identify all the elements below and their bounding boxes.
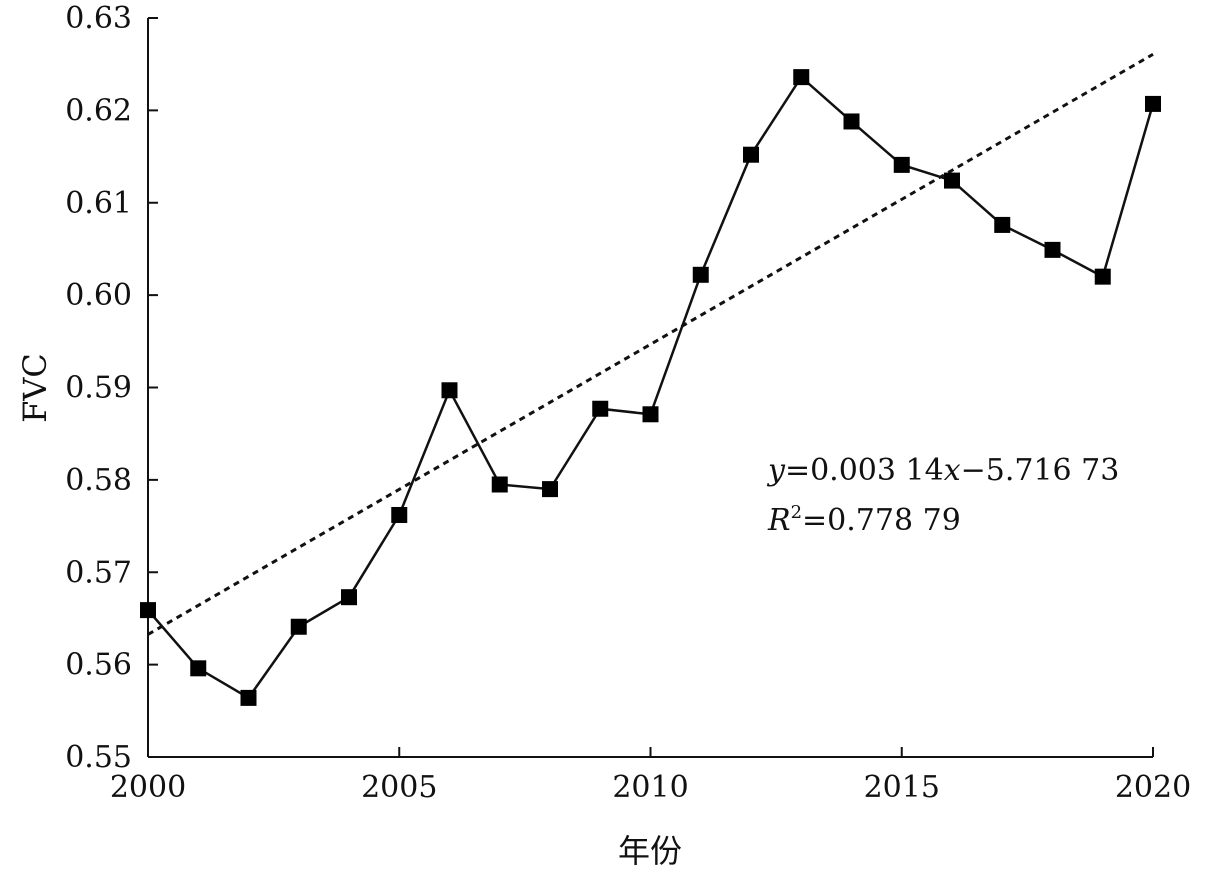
data-point-marker [642, 406, 659, 423]
regression-equation: y=0.003 14x−5.716 73 [766, 453, 1119, 488]
data-point-marker [491, 476, 508, 493]
data-point-marker [441, 382, 458, 399]
data-point-marker [944, 172, 960, 189]
data-point-marker [893, 156, 910, 173]
x-tick-label: 2005 [361, 770, 437, 805]
data-point-marker [843, 113, 860, 130]
data-point-marker [341, 589, 357, 606]
y-tick-label: 0.61 [65, 186, 132, 221]
y-tick-label: 0.55 [65, 740, 132, 775]
y-tick-label: 0.60 [65, 278, 132, 313]
y-tick-label: 0.62 [65, 93, 132, 128]
eq-y: y [766, 453, 786, 488]
data-point-marker [542, 481, 558, 498]
data-point-marker [290, 618, 307, 635]
data-point-marker [1094, 268, 1111, 285]
eq-fit: =0.003 14 [785, 453, 944, 488]
y-tick-label: 0.57 [65, 555, 132, 590]
y-tick-label: 0.63 [65, 1, 132, 36]
data-point-marker [743, 146, 759, 163]
eq-rest: −5.716 73 [961, 453, 1120, 488]
x-tick-label: 2010 [612, 770, 688, 805]
r2-sup: 2 [791, 502, 802, 523]
data-point-marker [391, 506, 408, 523]
data-point-marker [1145, 95, 1161, 112]
x-axis-title: 年份 [618, 832, 682, 870]
data-point-marker [793, 69, 810, 86]
data-point-marker [1044, 241, 1061, 258]
data-point-marker [592, 400, 609, 417]
x-ticks: 2000 2005 2010 2015 2020 [110, 747, 1191, 805]
y-axis-title: FVC [16, 353, 54, 423]
x-tick-label: 2020 [1115, 770, 1191, 805]
r2-rest: =0.778 79 [802, 503, 961, 538]
y-ticks: 0.55 0.56 0.57 0.58 0.59 0.60 0.61 0.62 0.63 [65, 1, 158, 775]
eq-x: x [944, 453, 961, 488]
trendline [147, 53, 1154, 636]
x-tick-label: 2000 [110, 770, 186, 805]
y-tick-label: 0.56 [65, 648, 132, 683]
r2-r: R [767, 503, 791, 538]
data-point-marker [140, 602, 156, 619]
axes [147, 18, 1153, 758]
data-point-marker [692, 266, 709, 283]
r-squared-label: R2=0.778 79 [767, 502, 961, 538]
x-tick-label: 2015 [864, 770, 940, 805]
series [140, 69, 1161, 706]
trendline-path [147, 53, 1154, 636]
data-point-marker [240, 689, 257, 706]
y-tick-label: 0.58 [65, 463, 132, 498]
y-tick-label: 0.59 [65, 371, 132, 406]
data-point-marker [190, 660, 207, 677]
data-point-marker [994, 216, 1011, 233]
series-line [147, 75, 1155, 700]
